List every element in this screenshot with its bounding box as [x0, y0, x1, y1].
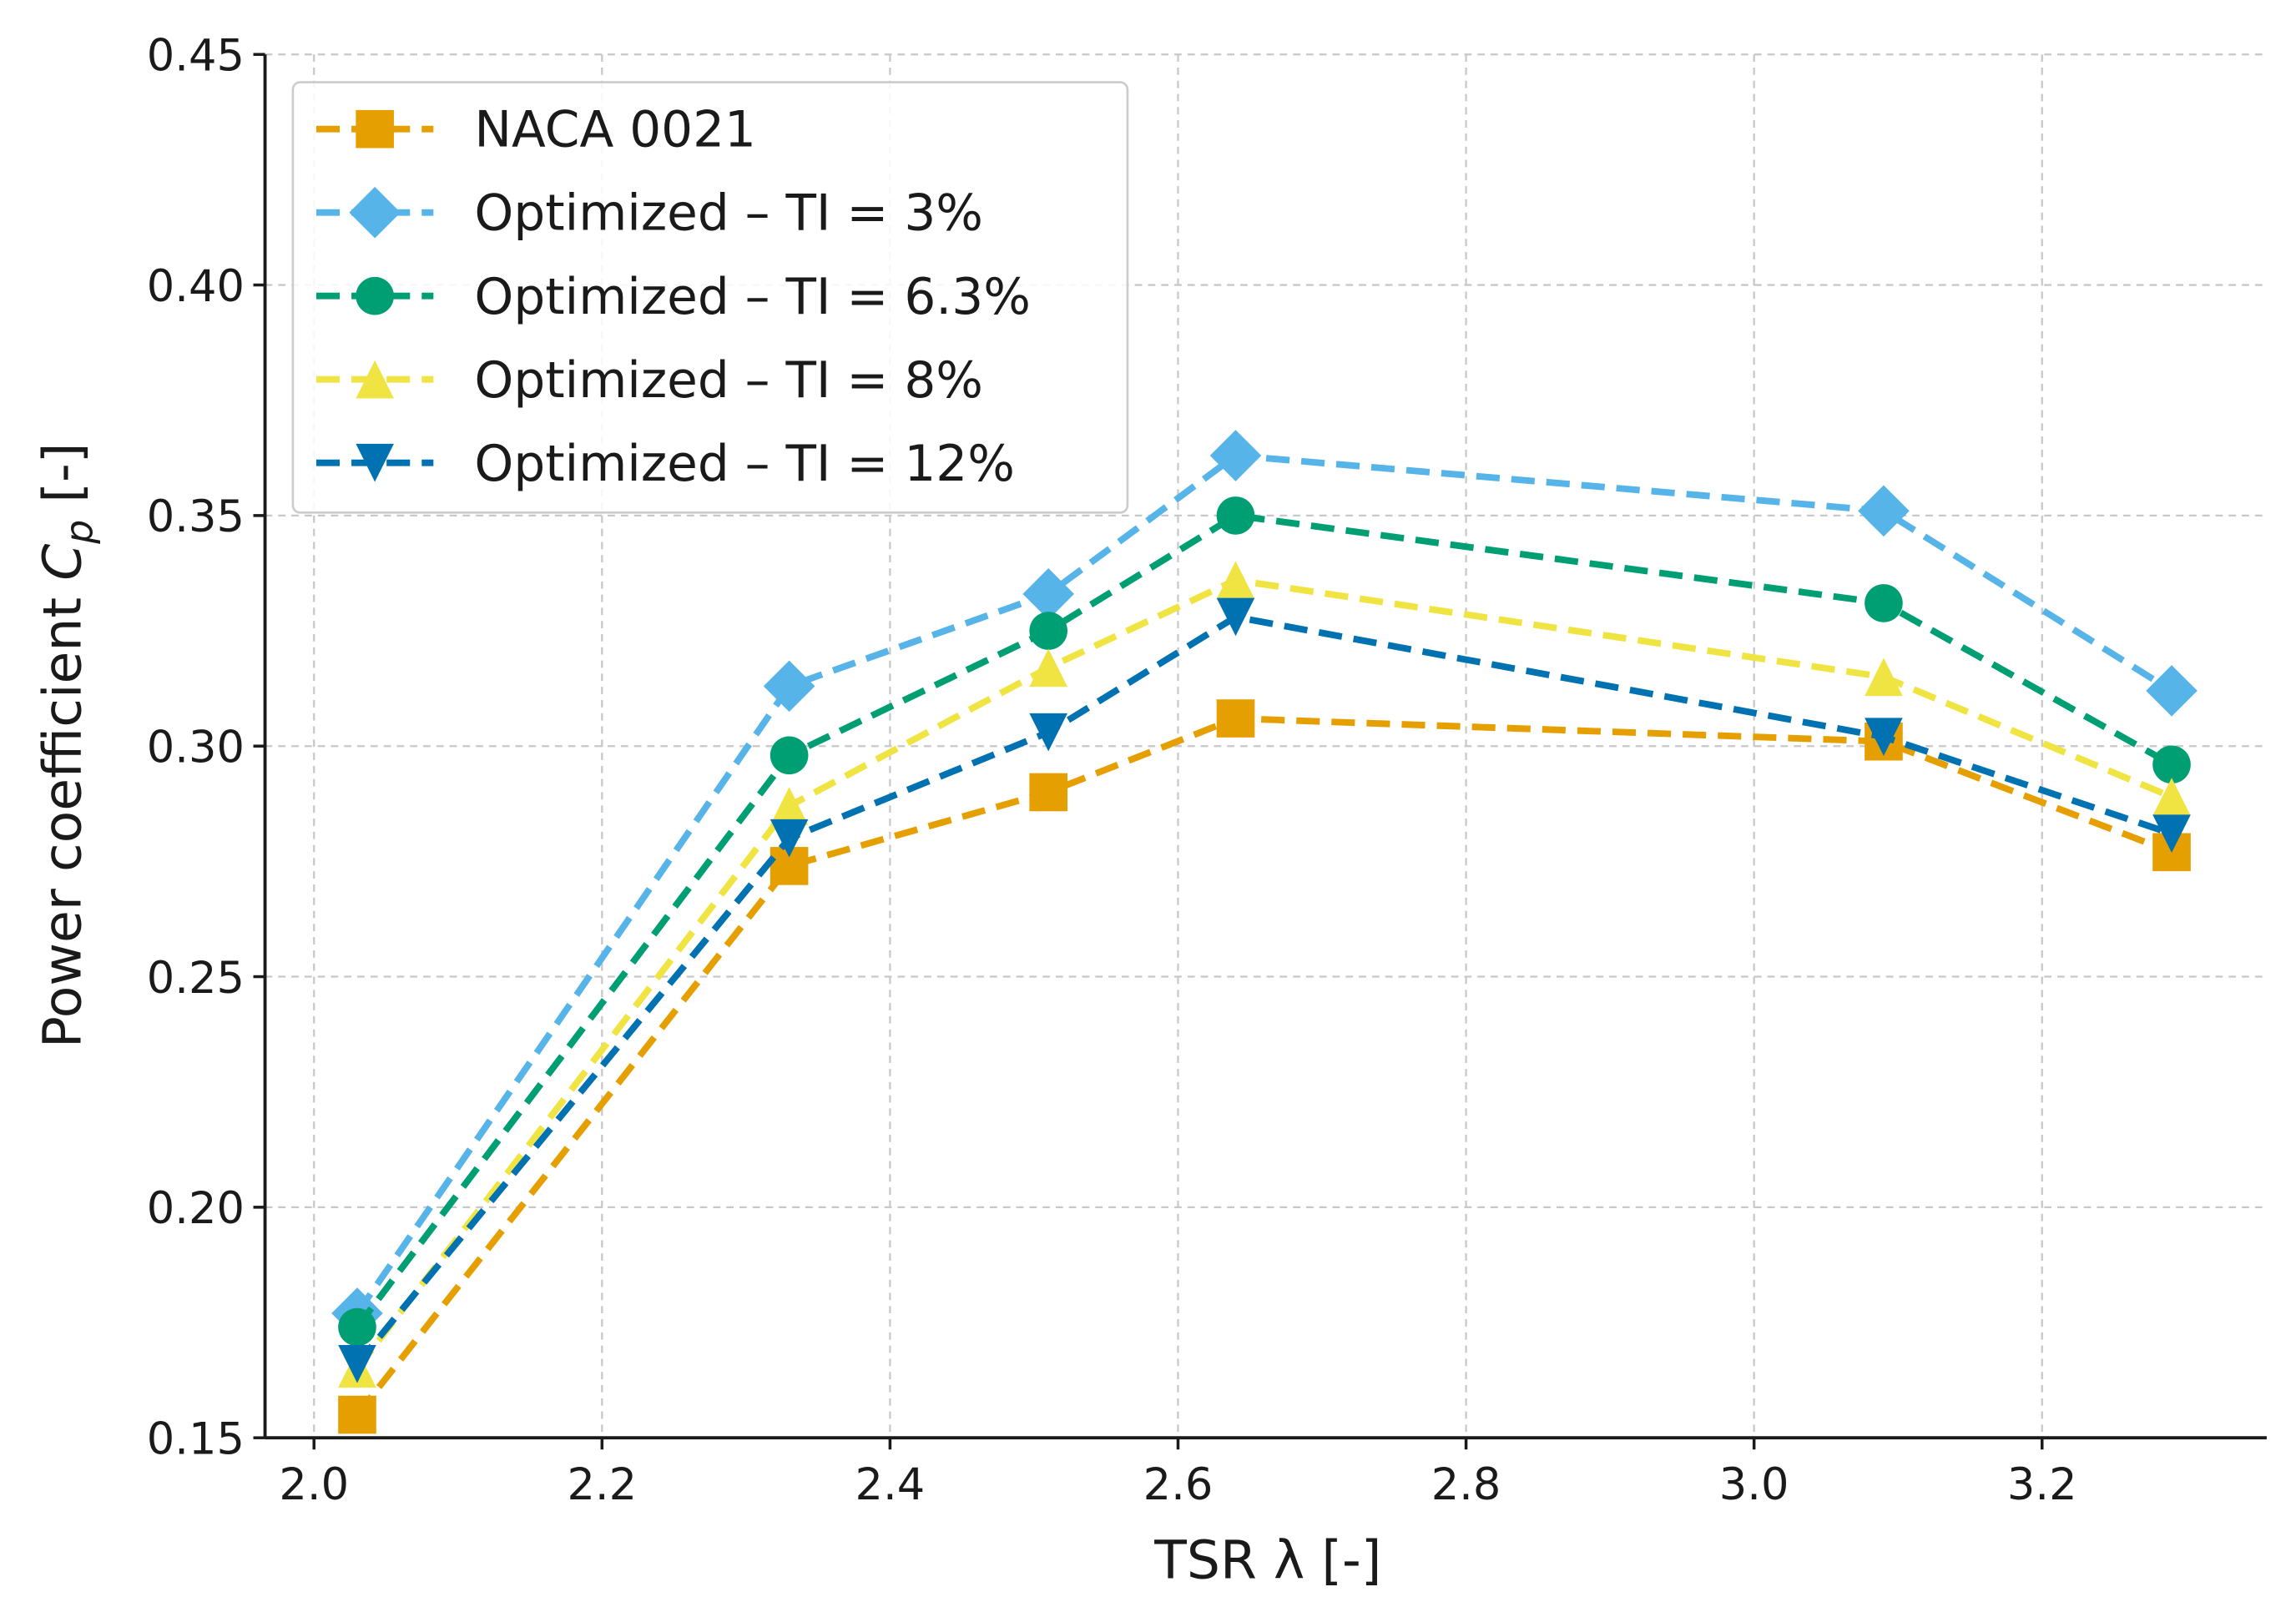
legend: NACA 0021 Optimized – TI = 3% Optimized – … [291, 81, 1129, 514]
series-naca-0021 [338, 699, 2191, 1434]
circle-marker [1029, 612, 1068, 650]
legend-item: Optimized – TI = 8% [315, 352, 983, 410]
x-tick-label: 2.6 [1143, 1459, 1214, 1510]
x-tick-label: 2.4 [855, 1459, 926, 1510]
triangle-up-marker [2152, 778, 2191, 816]
x-tick-label: 2.8 [1431, 1459, 1501, 1510]
legend-box [291, 81, 1129, 514]
legend-item: Optimized – TI = 6.3% [315, 269, 1031, 326]
diamond-marker [1209, 430, 1262, 481]
x-tick-label: 2.0 [279, 1459, 349, 1510]
circle-marker [1865, 584, 1903, 622]
series-line [354, 613, 2173, 1367]
legend-label: Optimized – TI = 3% [474, 185, 983, 243]
x-tick-label: 3.0 [1719, 1459, 1789, 1510]
triangle-down-marker [1216, 597, 1255, 637]
x-tick-label: 3.2 [2007, 1459, 2077, 1510]
square-marker [338, 1395, 376, 1434]
y-tick-label: 0.15 [147, 1413, 245, 1464]
circle-marker [2152, 745, 2191, 784]
square-marker [356, 109, 394, 149]
series-optimized-ti-8- [338, 561, 2191, 1388]
diamond-marker [349, 186, 401, 239]
diamond-marker [1858, 485, 1910, 537]
circle-marker [338, 1307, 376, 1347]
triangle-down-marker [1029, 713, 1068, 752]
diamond-marker [763, 660, 815, 713]
y-tick-label: 0.45 [147, 31, 245, 82]
circle-marker [356, 276, 394, 315]
legend-item: Optimized – TI = 12% [315, 436, 1015, 493]
triangle-down-marker [1865, 718, 1903, 756]
triangle-down-marker [338, 1344, 376, 1383]
legend-item: NACA 0021 [315, 102, 756, 159]
ticks: 2.0 2.2 2.4 2.6 2.8 3.0 3.2 0.15 0.20 0.25 0.30 0.3… [147, 31, 2077, 1510]
triangle-down-marker [2152, 814, 2191, 854]
x-axis-label: TSR λ [-] [1153, 1529, 1381, 1591]
diamond-marker [2146, 665, 2198, 717]
square-marker [1029, 773, 1068, 812]
y-tick-label: 0.20 [147, 1183, 245, 1234]
series-optimized-ti-3- [331, 430, 2198, 1339]
legend-label: Optimized – TI = 12% [474, 436, 1014, 493]
circle-marker [1216, 496, 1255, 535]
series-line [354, 715, 2173, 1418]
triangle-up-marker [1865, 657, 1903, 697]
triangle-up-marker [770, 787, 809, 825]
series-line [354, 577, 2173, 1371]
legend-label: Optimized – TI = 8% [474, 352, 983, 410]
y-tick-label: 0.30 [147, 723, 245, 773]
y-tick-label: 0.40 [147, 261, 245, 312]
y-axis-label: Power coefficient Cp [-] [31, 443, 101, 1049]
legend-label: Optimized – TI = 6.3% [474, 269, 1030, 326]
triangle-up-marker [356, 360, 394, 399]
series-line [354, 511, 2173, 1329]
triangle-up-marker [1029, 648, 1068, 688]
square-marker [1216, 699, 1255, 738]
y-tick-label: 0.25 [147, 953, 245, 1004]
triangle-up-marker [1216, 561, 1255, 600]
triangle-down-marker [770, 819, 809, 858]
y-tick-label: 0.35 [147, 491, 245, 542]
series-lines [331, 430, 2198, 1434]
circle-marker [770, 736, 809, 775]
x-tick-label: 2.2 [567, 1459, 637, 1510]
legend-label: NACA 0021 [474, 102, 756, 159]
series-line [354, 451, 2174, 1316]
triangle-down-marker [356, 443, 394, 482]
diamond-marker [1022, 568, 1074, 620]
legend-item: Optimized – TI = 3% [315, 185, 983, 243]
series-optimized-ti-6-3- [338, 496, 2191, 1347]
series-optimized-ti-12- [338, 597, 2191, 1383]
